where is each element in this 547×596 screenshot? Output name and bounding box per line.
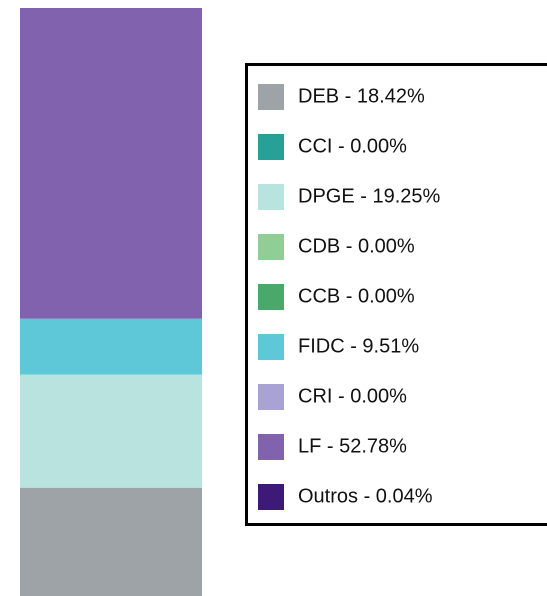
legend-label: LF - 52.78% — [298, 435, 407, 457]
legend-label: CCI - 0.00% — [298, 135, 407, 157]
legend-label: CRI - 0.00% — [298, 385, 407, 407]
legend-label: CDB - 0.00% — [298, 235, 415, 257]
legend-swatch — [258, 484, 284, 510]
legend-box — [245, 63, 547, 526]
legend-label: CCB - 0.00% — [298, 285, 415, 307]
legend-swatch — [258, 234, 284, 260]
legend-swatch — [258, 184, 284, 210]
legend-label: DPGE - 19.25% — [298, 185, 441, 207]
legend-swatch — [258, 384, 284, 410]
legend-swatch — [258, 334, 284, 360]
legend-label: DEB - 18.42% — [298, 85, 425, 107]
bar-segment — [20, 8, 202, 319]
legend-swatch — [258, 434, 284, 460]
bar-segment — [20, 374, 202, 488]
legend-swatch — [258, 134, 284, 160]
bar-segment — [20, 318, 202, 375]
legend-label: FIDC - 9.51% — [298, 335, 419, 357]
legend-label: Outros - 0.04% — [298, 485, 433, 507]
legend-swatch — [258, 284, 284, 310]
legend-swatch — [258, 84, 284, 110]
bar-segment — [20, 487, 202, 596]
